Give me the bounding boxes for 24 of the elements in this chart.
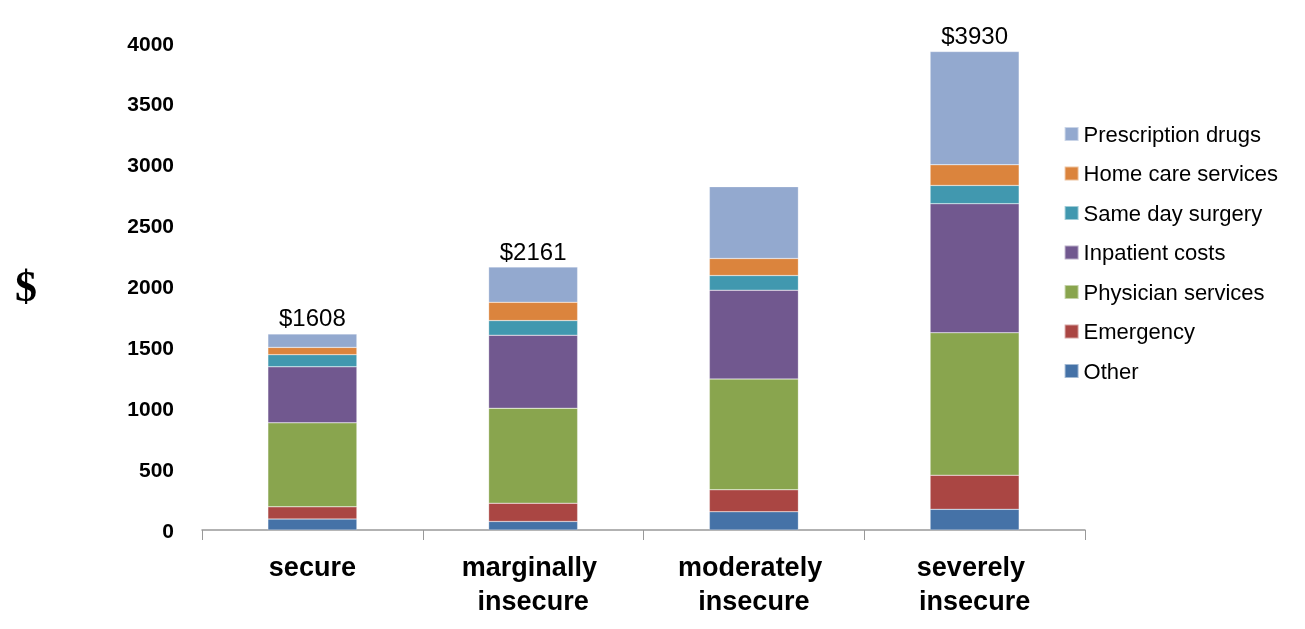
y-tick-label: 2000: [127, 275, 174, 298]
x-tick-label: secure: [268, 552, 356, 582]
y-tick-label: 4000: [127, 31, 174, 55]
total-label: $2161: [499, 237, 567, 265]
y-tick-label: 1000: [127, 396, 174, 420]
y-tick-label: 3500: [127, 92, 174, 116]
y-tick-label: 500: [138, 457, 174, 481]
legend-label: Same day surgery: [1083, 200, 1263, 226]
y-tick-label: 1500: [127, 335, 174, 359]
x-tick-label: severely insecure: [916, 552, 1033, 616]
y-tick-label: 0: [162, 518, 174, 542]
legend-label: Home care services: [1083, 161, 1278, 186]
x-tick-label: moderately insecure: [678, 552, 830, 616]
legend-label: Other: [1083, 358, 1139, 384]
legend-label: Physician services: [1083, 279, 1265, 305]
legend-label: Prescription drugs: [1083, 121, 1261, 147]
legend-label: Inpatient costs: [1083, 240, 1226, 265]
total-label: $1608: [279, 304, 346, 332]
y-axis-title: $: [15, 262, 37, 311]
total-label: $3930: [941, 22, 1008, 50]
legend-label: Emergency: [1083, 319, 1195, 344]
y-tick-label: 3000: [127, 153, 174, 177]
y-tick-label: 2500: [127, 214, 174, 238]
x-tick-label: marginally insecure: [461, 552, 605, 616]
